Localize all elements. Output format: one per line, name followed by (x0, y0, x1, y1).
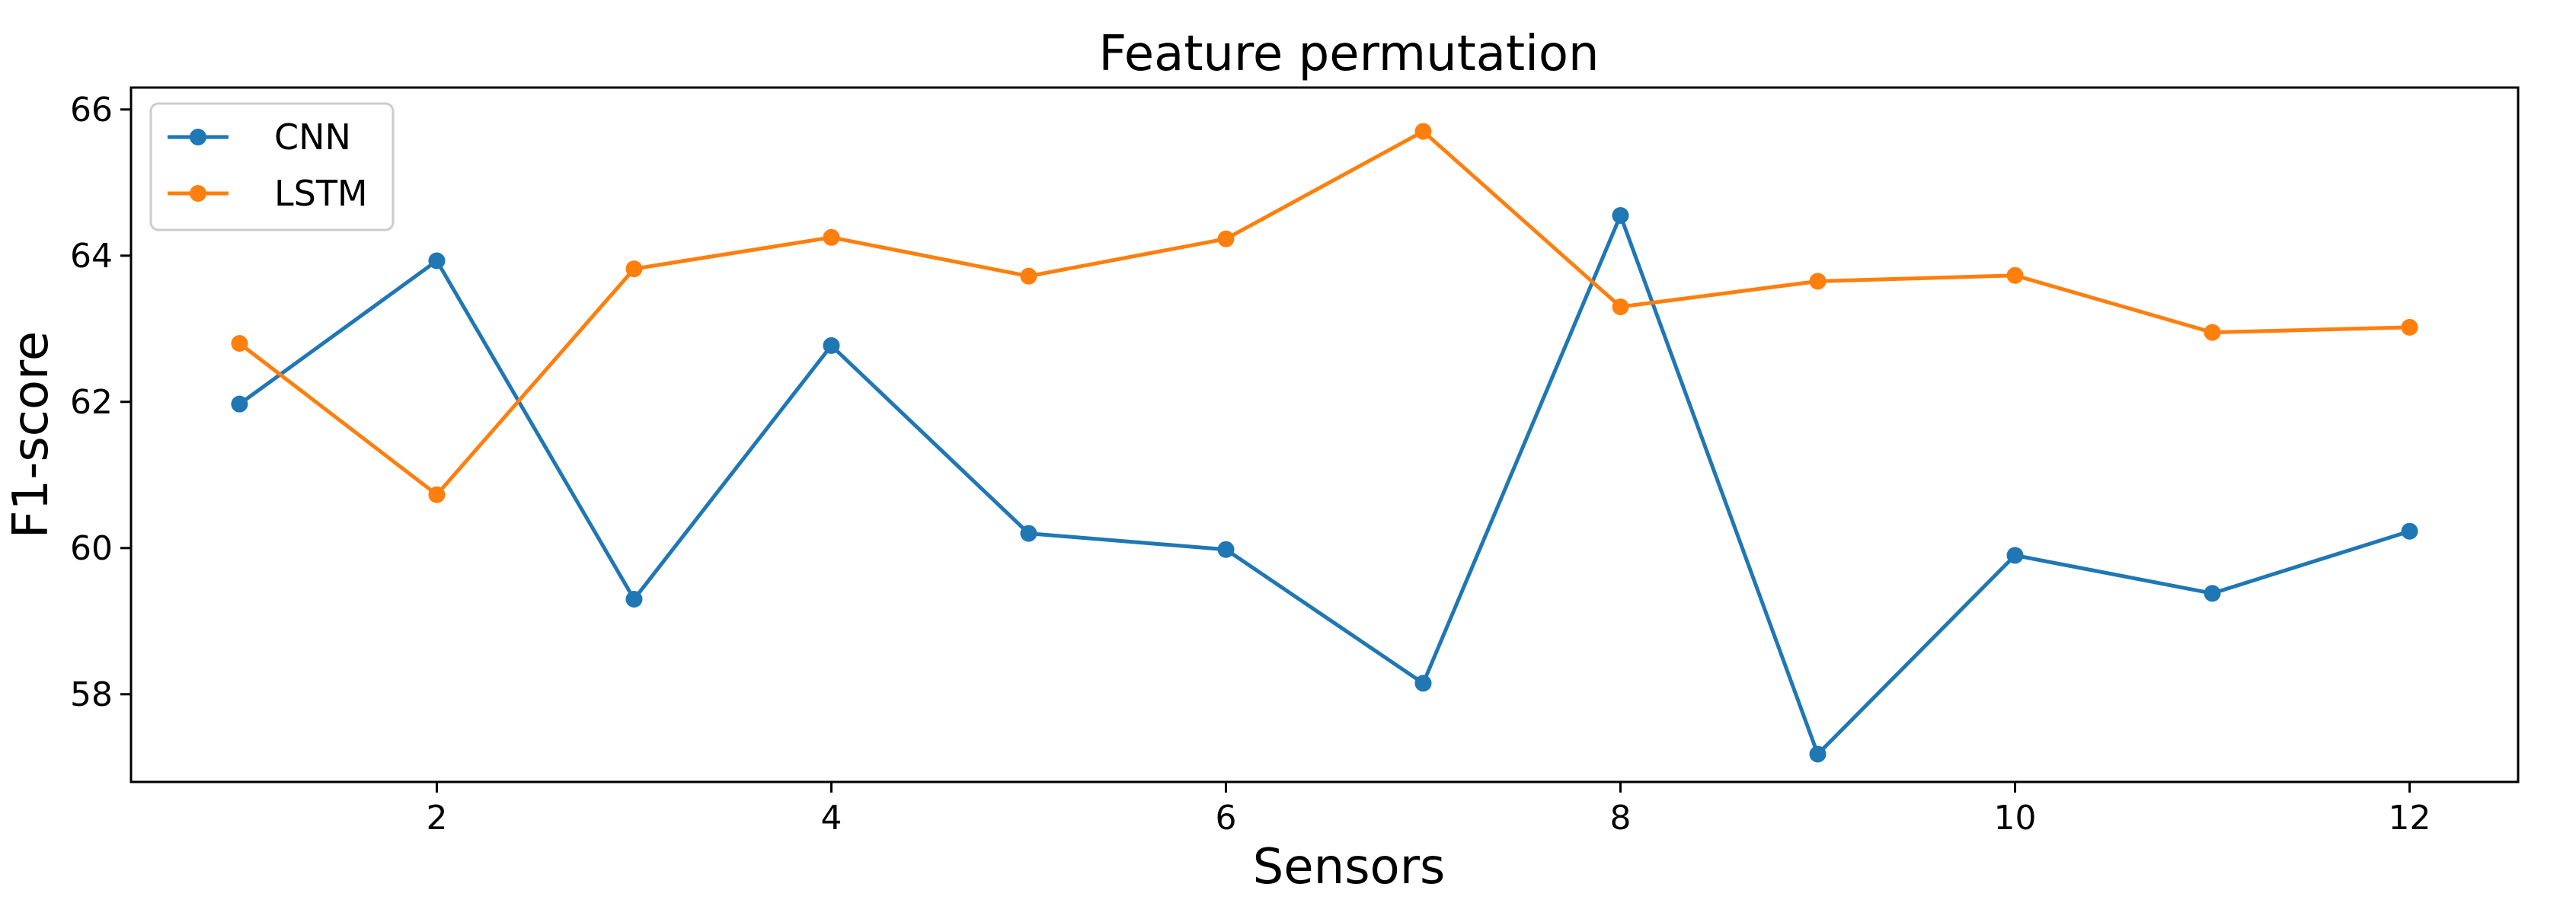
series-cnn (231, 207, 2418, 763)
data-point-cnn (2401, 522, 2418, 540)
legend: CNN LSTM (149, 102, 395, 231)
data-point-cnn (231, 395, 248, 413)
x-axis-label: Sensors (1253, 839, 1446, 895)
y-tick-label: 58 (70, 675, 113, 714)
data-point-lstm (2401, 318, 2418, 336)
y-axis-label: F1-score (3, 331, 59, 539)
legend-item-lstm: LSTM (168, 173, 368, 214)
data-point-lstm (1414, 123, 1432, 140)
series-line-cnn (238, 213, 2411, 757)
y-axis: 58 60 62 64 66 (70, 91, 131, 714)
legend-marker (190, 129, 206, 145)
legend-label: CNN (274, 116, 351, 158)
y-tick-label: 62 (70, 383, 113, 422)
x-tick-label: 12 (2389, 799, 2431, 838)
data-point-cnn (2204, 585, 2221, 602)
data-point-cnn (1020, 525, 1037, 542)
legend-marker (190, 185, 206, 202)
data-point-lstm (2204, 324, 2221, 341)
x-tick-label: 4 (820, 799, 842, 838)
x-tick-label: 8 (1610, 799, 1632, 838)
x-tick-label: 10 (1994, 799, 2037, 838)
data-point-lstm (1612, 298, 1629, 315)
data-point-lstm (625, 260, 643, 278)
data-point-cnn (2006, 547, 2024, 564)
data-point-lstm (2006, 266, 2024, 284)
legend-label: LSTM (274, 173, 368, 214)
series-line-lstm (238, 129, 2410, 497)
data-point-lstm (428, 486, 446, 503)
data-point-lstm (823, 228, 840, 246)
data-point-cnn (428, 252, 446, 270)
x-tick-label: 2 (426, 799, 447, 838)
plot-frame (129, 86, 2520, 783)
y-tick-label: 64 (70, 237, 113, 276)
legend-item-cnn: CNN (168, 116, 351, 158)
data-point-lstm (1020, 267, 1037, 285)
x-axis: 2 4 6 8 10 12 (426, 782, 2431, 838)
x-tick-label: 6 (1215, 799, 1236, 838)
data-point-cnn (1809, 745, 1827, 763)
data-point-cnn (823, 337, 840, 354)
data-point-cnn (1217, 541, 1235, 558)
series-lstm (231, 123, 2418, 503)
data-point-cnn (1612, 207, 1629, 224)
plot-area (231, 123, 2418, 763)
data-point-cnn (1414, 675, 1432, 692)
chart-title: Feature permutation (1098, 26, 1599, 82)
data-point-lstm (1809, 273, 1827, 290)
y-tick-label: 60 (70, 529, 113, 568)
y-tick-label: 66 (70, 91, 113, 129)
data-point-lstm (1217, 230, 1235, 247)
data-point-lstm (231, 335, 248, 352)
data-point-cnn (625, 591, 643, 608)
